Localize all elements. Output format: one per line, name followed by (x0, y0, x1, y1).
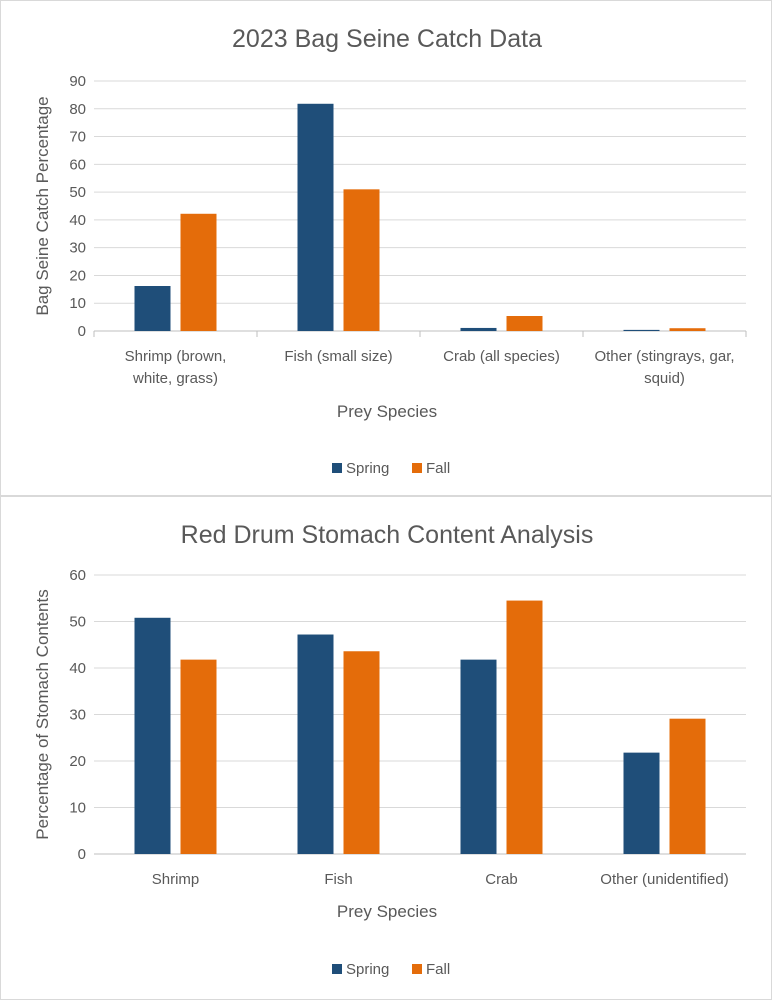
y-axis-label: Percentage of Stomach Contents (33, 589, 52, 839)
legend-swatch-spring (332, 964, 342, 974)
y-tick-label: 30 (69, 707, 86, 724)
bar-fall (669, 718, 706, 854)
chart-title: Red Drum Stomach Content Analysis (181, 521, 594, 549)
x-tick-label: Other (stingrays, gar, (594, 348, 734, 365)
bar-fall (343, 651, 380, 854)
bar-fall (180, 659, 217, 854)
bar-spring (134, 286, 171, 331)
y-tick-label: 20 (69, 267, 86, 284)
bar-spring (623, 329, 660, 331)
y-tick-label: 60 (69, 156, 86, 173)
stomach-content-chart: Red Drum Stomach Content Analysis 0 10 20 30… (33, 521, 746, 978)
bar-spring (460, 659, 497, 854)
x-tick-label: Shrimp (brown, (125, 348, 227, 365)
x-tick-label: Crab (485, 871, 518, 888)
bar-spring (623, 752, 660, 854)
y-tick-label: 50 (69, 184, 86, 201)
legend-swatch-spring (332, 463, 342, 473)
legend-swatch-fall (412, 964, 422, 974)
bar-fall (669, 328, 706, 331)
stomach-content-chart-panel: Red Drum Stomach Content Analysis 0 10 20 30… (0, 496, 772, 1000)
legend-label-spring: Spring (346, 460, 389, 477)
x-tick-label: Shrimp (152, 871, 200, 888)
x-tick-label: Fish (small size) (284, 348, 392, 365)
y-tick-label: 80 (69, 101, 86, 118)
x-tick-label: Crab (all species) (443, 348, 560, 365)
bag-seine-chart: 2023 Bag Seine Catch Data 0 10 20 30 40 50 60 70… (33, 25, 747, 477)
legend-swatch-fall (412, 463, 422, 473)
y-tick-label: 20 (69, 753, 86, 770)
legend-label-fall: Fall (426, 961, 450, 978)
bar-spring (297, 634, 334, 854)
y-tick-label: 0 (78, 846, 86, 863)
bar-spring (297, 103, 334, 332)
x-tick-label: Fish (324, 871, 352, 888)
y-tick-label: 70 (69, 129, 86, 146)
y-tick-label: 40 (69, 660, 86, 677)
x-tick-label: white, grass) (132, 370, 218, 387)
y-tick-label: 10 (69, 295, 86, 312)
legend-label-fall: Fall (426, 460, 450, 477)
y-tick-label: 40 (69, 212, 86, 229)
y-tick-label: 90 (69, 73, 86, 90)
y-tick-label: 60 (69, 567, 86, 584)
bar-fall (343, 189, 380, 331)
y-tick-label: 30 (69, 240, 86, 257)
bar-spring (460, 327, 497, 331)
x-axis-label: Prey Species (337, 402, 437, 421)
bar-fall (506, 600, 543, 854)
bar-fall (180, 213, 217, 331)
y-axis-label: Bag Seine Catch Percentage (33, 96, 52, 315)
x-tick-label: squid) (644, 370, 685, 387)
bar-fall (506, 316, 543, 331)
bag-seine-chart-panel: 2023 Bag Seine Catch Data 0 10 20 30 40 50 60 70… (0, 0, 772, 496)
x-axis-label: Prey Species (337, 902, 437, 921)
legend-label-spring: Spring (346, 961, 389, 978)
y-tick-label: 50 (69, 614, 86, 631)
y-tick-label: 10 (69, 800, 86, 817)
chart-title: 2023 Bag Seine Catch Data (232, 25, 542, 53)
y-tick-label: 0 (78, 323, 86, 340)
x-tick-label: Other (unidentified) (600, 871, 728, 888)
bar-spring (134, 617, 171, 854)
